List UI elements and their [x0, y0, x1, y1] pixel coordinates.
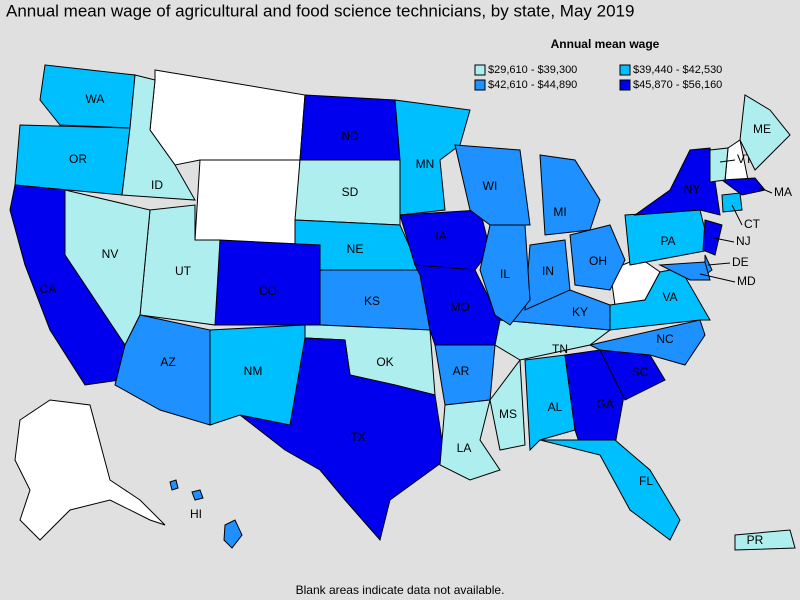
state-label: MA	[774, 185, 792, 199]
legend-label: $29,610 - $39,300	[488, 64, 577, 76]
legend: $29,610 - $39,300 $39,440 - $42,530 $42,61…	[474, 64, 722, 91]
state-label: NV	[102, 247, 119, 261]
legend-title: Annual mean wage	[551, 37, 660, 51]
footnote: Blank areas indicate data not available.	[296, 583, 505, 597]
state	[494, 319, 612, 361]
leader-line	[731, 204, 743, 226]
state-label: CO	[259, 284, 277, 298]
state-part	[223, 519, 243, 549]
state-label: NJ	[736, 234, 751, 248]
state	[454, 144, 531, 226]
leader-line	[719, 159, 736, 163]
state-label: KS	[364, 294, 380, 308]
state	[121, 74, 196, 201]
state	[169, 479, 179, 491]
legend-swatch	[474, 79, 486, 91]
state-label: OR	[69, 152, 87, 166]
state-label: PR	[747, 533, 764, 547]
state-blank	[14, 399, 166, 541]
state-label: AR	[453, 364, 470, 378]
state	[609, 267, 711, 331]
legend-swatch	[474, 64, 486, 76]
legend-swatch	[619, 79, 631, 91]
state	[39, 64, 136, 129]
state-label: IL	[500, 267, 510, 281]
leader-line	[759, 187, 773, 194]
state-label: SC	[632, 365, 649, 379]
state-label: OK	[376, 355, 393, 369]
leader-line	[707, 262, 731, 266]
state-label: NY	[684, 182, 701, 196]
state-label: MD	[737, 274, 756, 288]
state	[299, 94, 401, 161]
state-label: ND	[341, 129, 359, 143]
states: WA OR ID ND SD NE KS OK TX NM CO UT NV CA AZ MN IA MO AR LA…	[9, 64, 796, 551]
state-blank	[194, 159, 301, 246]
state-label: IN	[542, 264, 554, 278]
leader-line	[713, 237, 735, 243]
state-label: DE	[732, 255, 749, 269]
state-label: NE	[347, 242, 364, 256]
legend-swatch	[619, 64, 631, 76]
state-label: NC	[656, 332, 674, 346]
state	[214, 239, 321, 326]
state-label: CA	[40, 282, 57, 296]
state-label: SD	[342, 185, 359, 199]
legend-label: $39,440 - $42,530	[633, 64, 722, 76]
state-label: WI	[483, 179, 498, 193]
state-label: AZ	[160, 355, 175, 369]
state	[739, 94, 791, 171]
state	[9, 184, 126, 386]
state	[114, 314, 211, 426]
state	[633, 147, 721, 216]
state-label: KY	[572, 305, 588, 319]
title: Annual mean wage of agricultural and foo…	[6, 1, 634, 20]
state	[394, 99, 471, 216]
state	[658, 261, 711, 281]
state-label: HI	[190, 507, 202, 521]
state-label: OH	[589, 254, 607, 268]
state-label: ME	[753, 122, 771, 136]
state-label: MS	[499, 407, 517, 421]
state-label: MN	[416, 157, 435, 171]
state-label: UT	[175, 264, 192, 278]
state	[489, 358, 526, 451]
blank-states	[14, 69, 749, 541]
state-label: MI	[553, 205, 566, 219]
state-label: WA	[86, 92, 105, 106]
state	[721, 192, 743, 213]
state-label: LA	[457, 441, 472, 455]
state	[539, 154, 601, 236]
state-label: TX	[350, 430, 365, 444]
state-label: AL	[548, 400, 563, 414]
state-label: FL	[639, 474, 653, 488]
state	[734, 529, 796, 551]
state-label: VA	[662, 290, 677, 304]
legend-label: $45,870 - $56,160	[633, 79, 722, 91]
legend-label: $42,610 - $44,890	[488, 79, 577, 91]
state-label: ID	[151, 178, 163, 192]
state	[709, 147, 729, 183]
state	[524, 354, 576, 452]
state	[569, 224, 626, 291]
state-label: PA	[660, 234, 675, 248]
state	[702, 219, 723, 256]
state-label: NM	[244, 364, 263, 378]
leader-line	[699, 273, 736, 283]
state-label: CT	[744, 217, 761, 231]
state-part	[191, 489, 204, 501]
state-label: IA	[435, 229, 446, 243]
state-label: TN	[552, 342, 568, 356]
state	[539, 439, 681, 541]
state-label: GA	[596, 397, 613, 411]
state-label: MO	[450, 300, 469, 314]
